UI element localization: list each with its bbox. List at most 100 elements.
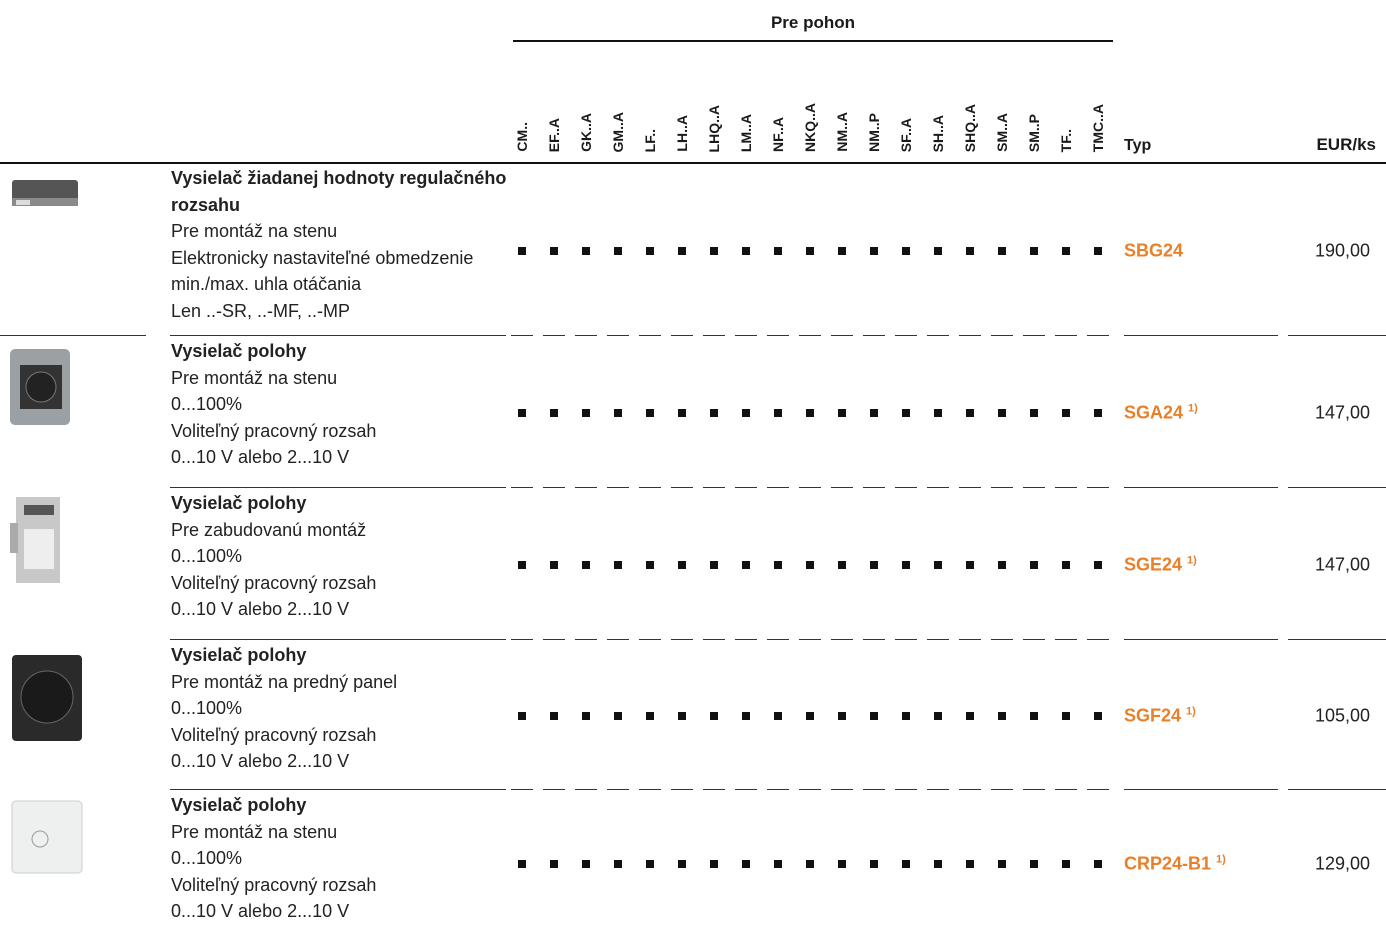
compat-mark: [934, 712, 942, 720]
separator: [895, 335, 917, 336]
type-text: SGF24: [1124, 705, 1182, 726]
compat-mark: [838, 246, 846, 255]
column-label: NF..A: [770, 117, 786, 152]
compat-mark: [1094, 246, 1102, 255]
separator: [1055, 335, 1077, 336]
compat-mark: [518, 246, 526, 255]
separator: [959, 335, 981, 336]
separator: [735, 487, 757, 488]
compat-mark: [582, 561, 590, 569]
separator: [895, 789, 917, 790]
separator: [170, 639, 506, 640]
row-line: Voliteľný pracovný rozsah: [171, 874, 377, 895]
compat-mark: [550, 409, 558, 417]
column-label: SH..A: [930, 114, 946, 152]
type-code: SGE24 1): [1124, 555, 1197, 576]
type-text: SGE24: [1124, 554, 1183, 575]
separator: [0, 335, 146, 336]
separator: [799, 335, 821, 336]
compat-mark: [902, 712, 910, 720]
compat-mark: [838, 860, 846, 868]
row-line: Pre montáž na stenu: [171, 821, 338, 842]
separator: [831, 639, 853, 640]
separator: [767, 639, 789, 640]
compat-mark: [1030, 246, 1038, 255]
compat-mark: [806, 860, 814, 868]
compat-mark: [774, 246, 782, 255]
compat-mark: [902, 409, 910, 417]
compat-mark: [966, 712, 974, 720]
compat-mark: [998, 860, 1006, 868]
compat-mark: [646, 860, 654, 868]
row-line: 0...10 V alebo 2...10 V: [171, 901, 350, 921]
compat-mark: [646, 409, 654, 417]
compat-mark: [518, 561, 526, 569]
compat-mark: [1062, 561, 1070, 569]
compat-mark: [1030, 712, 1038, 720]
price: 129,00: [1314, 853, 1370, 874]
row-text: Vysielač žiadanej hodnoty regulačného ro…: [171, 165, 507, 324]
separator: [543, 335, 565, 336]
separator: [511, 335, 533, 336]
separator: [1288, 487, 1386, 488]
separator: [703, 335, 725, 336]
separator: [799, 789, 821, 790]
separator: [639, 335, 661, 336]
column-label: NM..P: [866, 113, 882, 152]
compat-mark: [1030, 409, 1038, 417]
separator: [170, 487, 506, 488]
row-line: Elektronicky nastaviteľné obmedzenie: [171, 247, 474, 268]
separator: [575, 639, 597, 640]
separator: [607, 487, 629, 488]
separator: [170, 335, 506, 336]
separator: [831, 335, 853, 336]
compat-mark: [806, 561, 814, 569]
column-label: GM..A: [610, 111, 626, 152]
compat-mark: [1094, 712, 1102, 720]
separator: [799, 639, 821, 640]
column-label: SM..P: [1026, 113, 1042, 152]
row-line: Voliteľný pracovný rozsah: [171, 572, 377, 593]
row-line: 0...10 V alebo 2...10 V: [171, 751, 350, 771]
row-line: 0...100%: [171, 546, 243, 566]
column-label: LF..: [642, 128, 658, 152]
compat-mark: [934, 246, 942, 255]
separator: [703, 789, 725, 790]
compat-mark: [646, 246, 654, 255]
separator: [1087, 335, 1109, 336]
compat-mark: [582, 860, 590, 868]
compat-mark: [870, 860, 878, 868]
compat-mark: [550, 246, 558, 255]
row-line: 0...10 V alebo 2...10 V: [171, 447, 350, 467]
compat-mark: [550, 561, 558, 569]
separator: [1023, 639, 1045, 640]
column-label: LM..A: [738, 113, 754, 152]
compat-mark: [774, 409, 782, 417]
separator: [1288, 789, 1386, 790]
compat-mark: [902, 561, 910, 569]
compat-mark: [518, 712, 526, 720]
separator: [863, 487, 885, 488]
separator: [767, 335, 789, 336]
column-label: SF..A: [898, 117, 914, 152]
compat-mark: [966, 860, 974, 868]
row-line: Len ..-SR, ..-MF, ..-MP: [171, 300, 351, 321]
column-label: NM..A: [834, 112, 850, 152]
compat-mark: [710, 409, 718, 417]
column-label: SHQ..A: [962, 103, 978, 152]
compat-mark: [614, 409, 622, 417]
compat-mark: [838, 561, 846, 569]
compat-mark: [550, 860, 558, 868]
column-label: TF..: [1058, 128, 1074, 152]
compat-mark: [902, 246, 910, 255]
type-text: CRP24-B1: [1124, 853, 1212, 874]
group-rule: [513, 40, 1113, 42]
separator: [170, 789, 506, 790]
price: 190,00: [1314, 240, 1370, 260]
separator: [575, 335, 597, 336]
compat-mark: [1094, 561, 1102, 569]
row-title: Vysielač polohy: [171, 645, 307, 665]
footnote: 1): [1187, 554, 1197, 567]
compat-mark: [742, 860, 750, 868]
product-image: [12, 180, 78, 206]
